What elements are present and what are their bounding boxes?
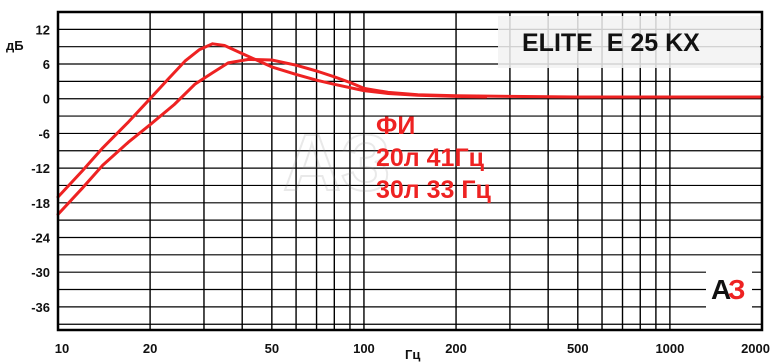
- y-tick-label: -36: [31, 300, 50, 315]
- annotation-line-1: ФИ: [376, 112, 415, 140]
- annotation-line-3: 30л 33 Гц: [376, 176, 492, 204]
- plot-frame: [56, 10, 764, 332]
- y-tick-label: -24: [31, 230, 51, 245]
- svg-text:З: З: [728, 274, 746, 305]
- y-axis-label: дБ: [6, 38, 24, 53]
- chart-title: ELITE E 25 KX: [522, 29, 700, 57]
- svg-text:АЗ: АЗ: [283, 118, 391, 207]
- y-tick-label: -6: [38, 126, 50, 141]
- tick-labels: 12 6 0 -6 -12 -18 -24 -30 -36 10 20 50 100 200 500 1000…: [31, 22, 770, 356]
- annotation: ФИ 20л 41Гц 30л 33 Гц: [376, 112, 492, 204]
- y-tick-label: -12: [31, 161, 50, 176]
- x-axis-label: Гц: [405, 347, 420, 362]
- y-tick-label: -18: [31, 196, 50, 211]
- series-line-2: [56, 57, 764, 216]
- title-box: ELITE E 25 KX: [498, 16, 760, 68]
- y-tick-label: 6: [43, 57, 50, 72]
- x-tick-label: 10: [55, 341, 69, 356]
- y-tick-label: -30: [31, 265, 50, 280]
- x-tick-label: 50: [265, 341, 279, 356]
- svg-text:А: А: [711, 274, 731, 305]
- x-tick-label: 1000: [655, 341, 684, 356]
- annotation-line-2: 20л 41Гц: [376, 144, 485, 172]
- y-tick-label: 12: [36, 22, 50, 37]
- x-tick-label: 200: [445, 341, 467, 356]
- x-tick-label: 100: [353, 341, 375, 356]
- y-tick-label: 0: [43, 92, 50, 107]
- x-tick-label: 500: [567, 341, 589, 356]
- x-tick-label: 2000: [741, 341, 770, 356]
- x-tick-label: 20: [143, 341, 157, 356]
- series-lines: [56, 42, 764, 216]
- az-logo: А З: [706, 268, 752, 308]
- watermark-logo: АЗ: [282, 117, 392, 208]
